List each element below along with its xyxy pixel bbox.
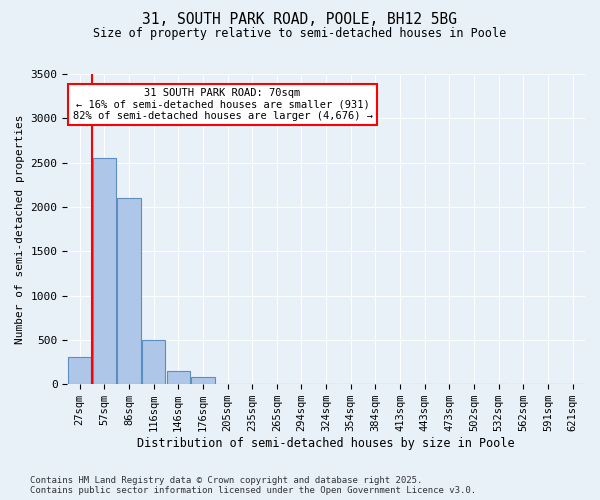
- Bar: [117, 198, 140, 384]
- Bar: [92, 158, 116, 384]
- Y-axis label: Number of semi-detached properties: Number of semi-detached properties: [15, 114, 25, 344]
- Bar: [68, 356, 91, 384]
- Bar: [142, 340, 165, 384]
- Text: Contains HM Land Registry data © Crown copyright and database right 2025.
Contai: Contains HM Land Registry data © Crown c…: [30, 476, 476, 495]
- Text: 31 SOUTH PARK ROAD: 70sqm
← 16% of semi-detached houses are smaller (931)
82% of: 31 SOUTH PARK ROAD: 70sqm ← 16% of semi-…: [73, 88, 373, 121]
- Text: 31, SOUTH PARK ROAD, POOLE, BH12 5BG: 31, SOUTH PARK ROAD, POOLE, BH12 5BG: [143, 12, 458, 28]
- X-axis label: Distribution of semi-detached houses by size in Poole: Distribution of semi-detached houses by …: [137, 437, 515, 450]
- Text: Size of property relative to semi-detached houses in Poole: Size of property relative to semi-detach…: [94, 28, 506, 40]
- Bar: [191, 377, 215, 384]
- Bar: [167, 371, 190, 384]
